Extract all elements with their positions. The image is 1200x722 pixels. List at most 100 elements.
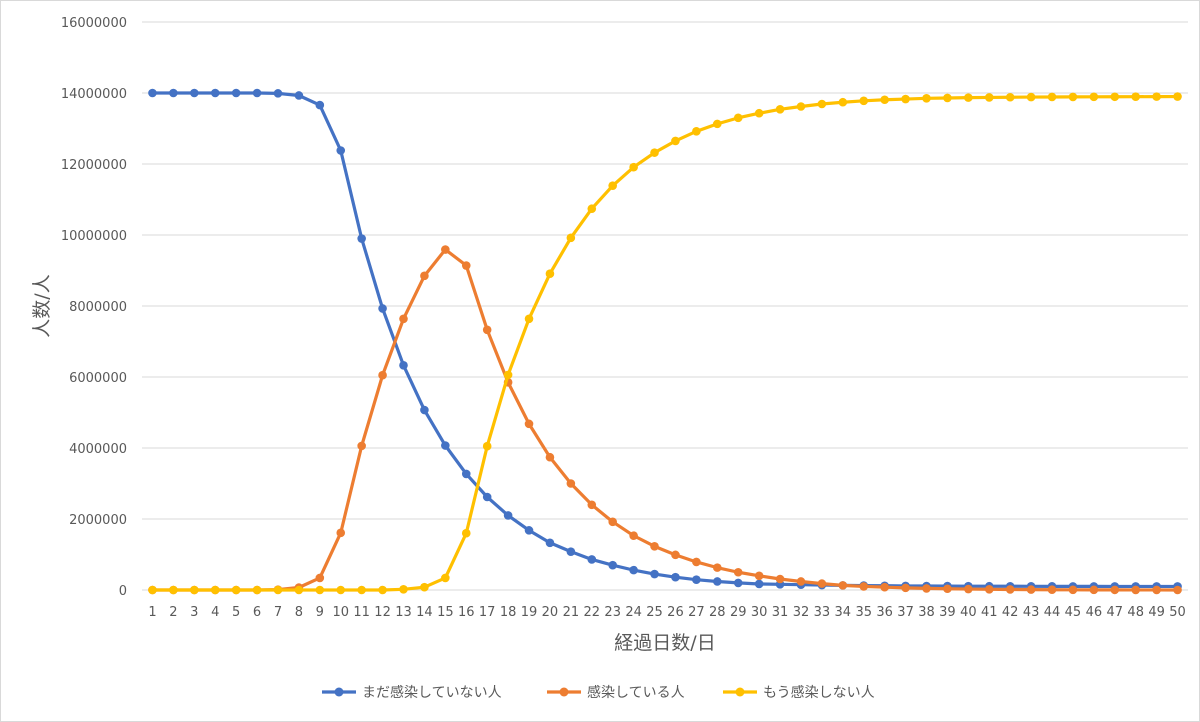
x-tick-label: 47 [1107, 605, 1124, 620]
data-point [482, 325, 492, 335]
data-point [838, 97, 848, 107]
data-point [461, 528, 471, 538]
data-point [357, 441, 366, 451]
y-tick-label: 10000000 [61, 229, 127, 244]
x-tick-label: 50 [1169, 605, 1186, 620]
data-point [231, 88, 241, 98]
series-line [152, 94, 1178, 592]
x-tick-label: 15 [437, 605, 454, 620]
data-point [1026, 585, 1036, 594]
data-point [608, 560, 617, 570]
x-tick-label: 6 [253, 605, 261, 620]
data-point [754, 571, 764, 581]
x-tick-label: 34 [835, 605, 852, 620]
x-tick-label: 29 [730, 605, 747, 620]
data-point [315, 585, 325, 595]
data-point [210, 88, 220, 98]
data-point [922, 584, 931, 593]
x-tick-label: 35 [855, 605, 872, 620]
data-point [859, 582, 869, 591]
legend-label: 感染している人 [587, 684, 685, 701]
data-point [775, 574, 785, 584]
data-point [524, 314, 534, 324]
data-point [378, 304, 387, 313]
legend-swatch-marker [735, 687, 745, 697]
data-point [796, 102, 806, 111]
x-tick-label: 27 [688, 605, 705, 620]
data-point [524, 419, 534, 429]
data-point [775, 105, 785, 114]
x-tick-label: 49 [1148, 605, 1165, 620]
x-tick-label: 24 [625, 605, 642, 620]
data-point [1131, 92, 1140, 101]
data-point [315, 573, 325, 583]
data-point [482, 441, 492, 451]
data-point [441, 441, 450, 450]
data-point [399, 314, 408, 324]
data-point [336, 528, 346, 538]
data-point [984, 584, 994, 594]
data-point [713, 563, 722, 572]
data-point [357, 234, 366, 243]
x-tick-label: 19 [521, 605, 538, 620]
x-tick-label: 25 [646, 605, 663, 620]
data-point [713, 577, 722, 586]
data-point [629, 531, 638, 540]
data-point [545, 452, 555, 462]
data-point [210, 585, 220, 595]
data-point [503, 511, 513, 520]
data-point [587, 204, 597, 214]
data-point [252, 585, 262, 595]
data-point [1173, 92, 1182, 101]
x-tick-label: 17 [479, 605, 496, 620]
y-tick-label: 6000000 [69, 371, 127, 386]
data-point [754, 579, 764, 589]
series-2 [148, 245, 1182, 595]
data-point [1089, 585, 1099, 595]
data-point [1005, 92, 1015, 102]
data-point [650, 148, 659, 157]
data-point [1131, 585, 1140, 595]
x-tick-label: 39 [939, 605, 956, 620]
y-tick-label: 8000000 [69, 300, 127, 315]
data-point [671, 550, 680, 560]
y-tick-label: 4000000 [69, 442, 127, 457]
data-point [733, 578, 743, 588]
data-point [984, 93, 994, 102]
data-point [943, 93, 952, 103]
data-point [629, 162, 638, 172]
data-point [901, 94, 910, 104]
data-point [566, 547, 576, 556]
data-point [817, 99, 827, 109]
data-point [545, 269, 555, 278]
data-point [148, 585, 157, 595]
x-tick-label: 8 [295, 605, 303, 620]
x-tick-label: 12 [374, 605, 391, 620]
legend-item: もう感染しない人 [723, 684, 875, 701]
data-point [294, 585, 304, 595]
data-point [692, 127, 701, 136]
data-point [315, 100, 325, 110]
data-point [231, 585, 241, 595]
data-point [629, 565, 638, 575]
data-point [524, 526, 534, 535]
x-tick-label: 37 [897, 605, 914, 620]
x-tick-label: 16 [458, 605, 475, 620]
data-point [482, 492, 492, 502]
data-point [545, 538, 555, 548]
legend-label: もう感染しない人 [763, 684, 875, 701]
legend-item: 感染している人 [547, 684, 685, 701]
x-tick-label: 21 [563, 605, 580, 620]
data-point [190, 585, 199, 595]
x-tick-label: 2 [169, 605, 177, 620]
data-point [169, 88, 178, 98]
data-point [190, 88, 199, 98]
data-point [294, 91, 304, 100]
series-layer [148, 88, 1182, 595]
data-point [1110, 585, 1120, 595]
series-3 [148, 92, 1182, 595]
data-point [273, 585, 283, 595]
data-point [1047, 92, 1057, 102]
